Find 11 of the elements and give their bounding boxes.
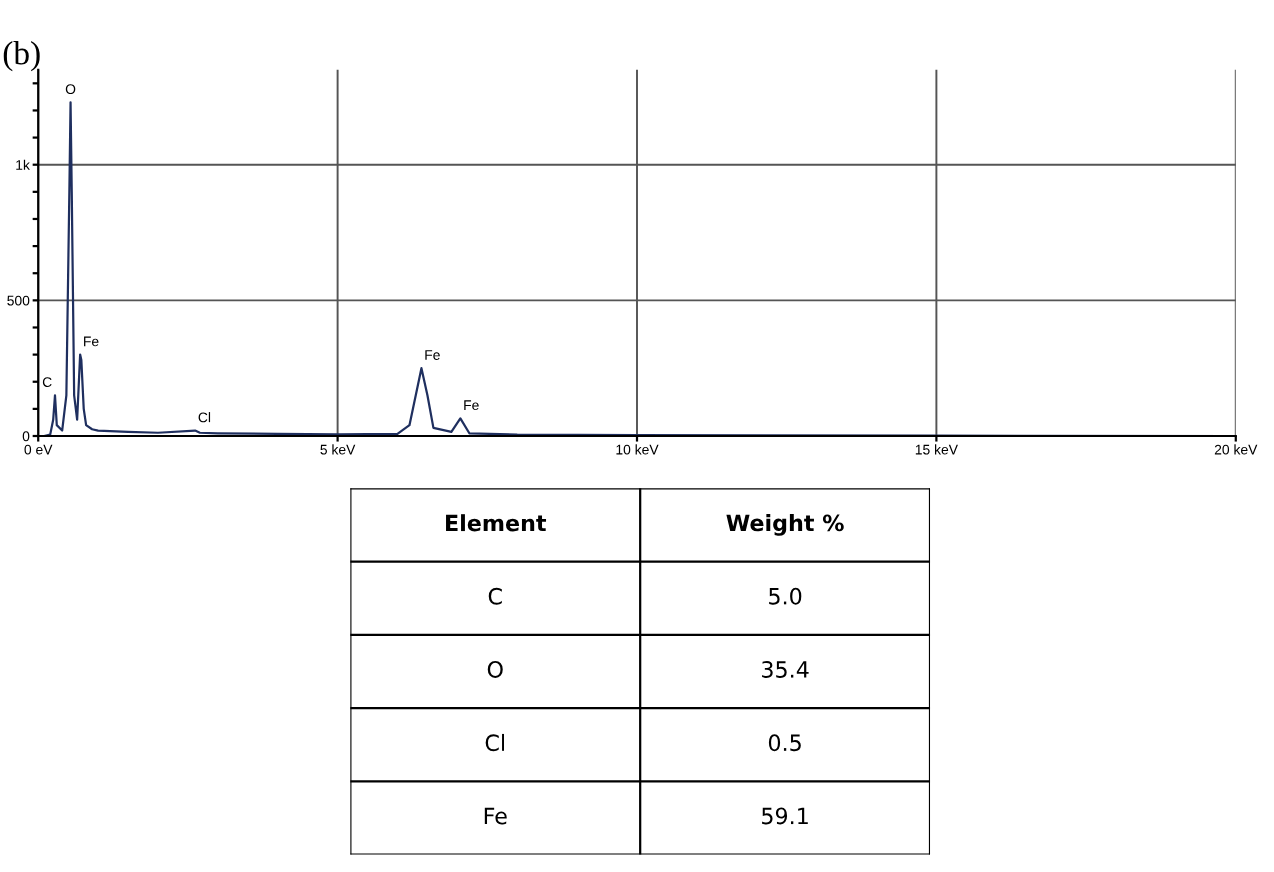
category-label: Cl bbox=[485, 733, 505, 752]
category-label: O bbox=[487, 661, 503, 678]
category-label: Fe bbox=[484, 807, 507, 825]
data-label: 5.0 bbox=[769, 587, 802, 605]
text: Element bbox=[446, 514, 547, 532]
data-label: 59.1 bbox=[762, 807, 808, 825]
category-label: C bbox=[488, 587, 502, 605]
text: Weight % bbox=[726, 514, 844, 536]
chart-title: (b) bbox=[3, 41, 40, 72]
data-label: 0.5 bbox=[768, 734, 801, 752]
data-label: 35.4 bbox=[762, 661, 809, 678]
